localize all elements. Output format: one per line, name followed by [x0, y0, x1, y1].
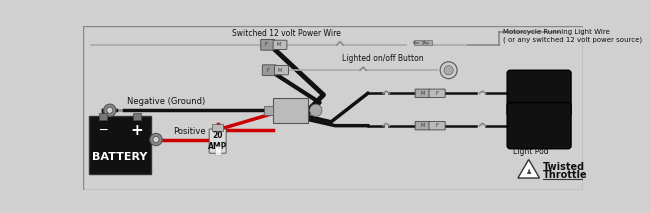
Circle shape	[440, 62, 457, 79]
Bar	[133, 113, 140, 119]
Bar	[89, 117, 151, 174]
Text: F: F	[436, 91, 439, 96]
Text: M: M	[421, 123, 424, 128]
Text: +: +	[131, 123, 143, 138]
Bar	[214, 146, 221, 155]
Text: Tap: Tap	[422, 41, 429, 45]
Text: Switched 12 volt Power Wire: Switched 12 volt Power Wire	[233, 29, 341, 38]
Circle shape	[150, 133, 162, 146]
FancyBboxPatch shape	[209, 129, 226, 153]
Text: F: F	[265, 42, 268, 47]
Text: Twisted: Twisted	[543, 162, 585, 172]
FancyBboxPatch shape	[274, 66, 289, 75]
FancyBboxPatch shape	[273, 40, 287, 49]
Text: Positive: Positive	[173, 127, 205, 136]
Text: F: F	[266, 68, 269, 73]
Bar	[99, 113, 107, 119]
FancyBboxPatch shape	[415, 121, 430, 130]
Bar	[414, 40, 422, 45]
FancyBboxPatch shape	[261, 39, 274, 50]
Bar	[213, 124, 223, 131]
Text: M: M	[276, 42, 281, 47]
Text: BATTERY: BATTERY	[92, 152, 148, 162]
Circle shape	[107, 107, 113, 113]
Text: ♟: ♟	[526, 169, 532, 175]
Polygon shape	[518, 160, 540, 178]
FancyBboxPatch shape	[429, 89, 445, 98]
Text: Lighted on/off Button: Lighted on/off Button	[343, 54, 424, 63]
Text: F: F	[436, 123, 439, 128]
Text: Motorcycle Running Light Wire
( or any switched 12 volt power source): Motorcycle Running Light Wire ( or any s…	[502, 29, 642, 43]
Circle shape	[103, 104, 116, 117]
Text: Light Pod: Light Pod	[513, 115, 548, 124]
Text: Pos: Pos	[413, 41, 420, 45]
Bar	[423, 40, 432, 45]
Text: Throttle: Throttle	[543, 170, 587, 180]
Circle shape	[444, 66, 453, 75]
Circle shape	[309, 104, 322, 117]
FancyBboxPatch shape	[415, 89, 430, 98]
Circle shape	[153, 137, 159, 142]
Text: ─: ─	[99, 124, 107, 137]
FancyBboxPatch shape	[429, 121, 445, 130]
Text: M: M	[278, 68, 282, 73]
FancyBboxPatch shape	[263, 65, 276, 76]
Text: Light Pod: Light Pod	[513, 147, 548, 156]
Text: Negative (Ground): Negative (Ground)	[127, 97, 205, 106]
Bar	[264, 106, 274, 115]
Text: 20
AMP: 20 AMP	[208, 131, 227, 151]
Text: M: M	[421, 91, 424, 96]
Bar	[274, 98, 308, 123]
FancyBboxPatch shape	[507, 103, 571, 149]
FancyBboxPatch shape	[507, 70, 571, 117]
